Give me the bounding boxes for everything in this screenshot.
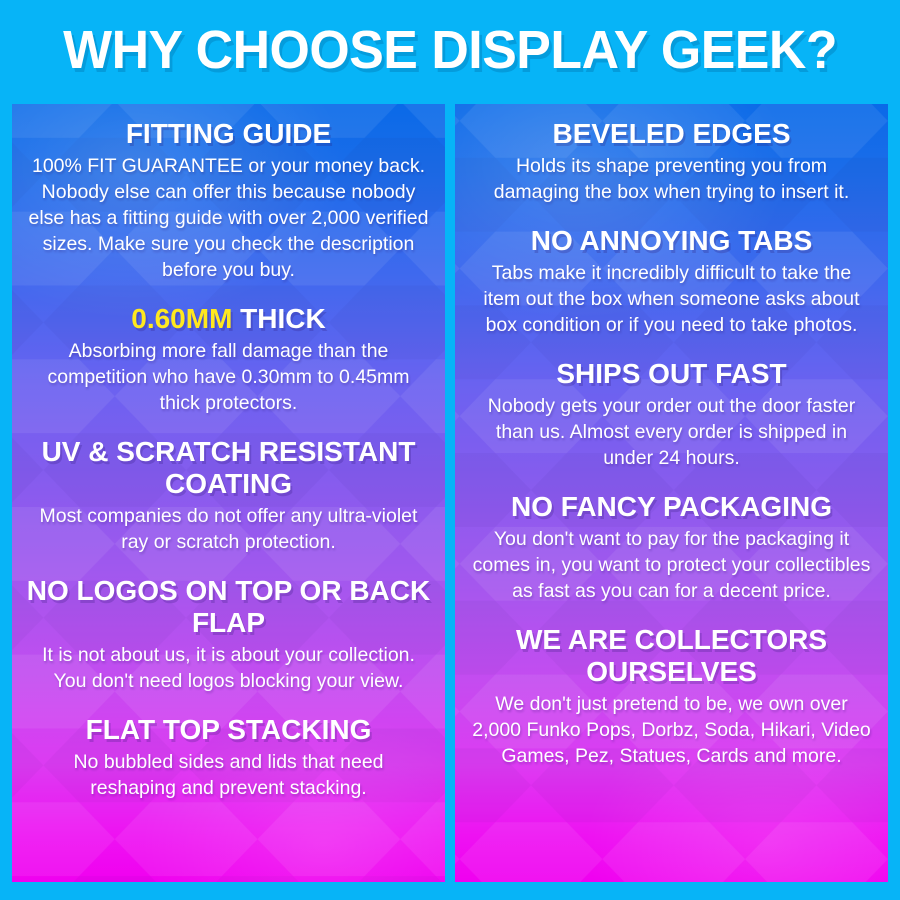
feature-fitting-guide: FITTING GUIDE 100% FIT GUARANTEE or your… [26, 118, 431, 283]
feature-body: You don't want to pay for the packaging … [472, 528, 871, 602]
feature-title: 0.60MM THICK [26, 303, 431, 335]
feature-title: NO ANNOYING TABS [530, 225, 813, 256]
feature-body: We don't just pretend to be, we own over… [472, 693, 871, 767]
feature-body: 100% FIT GUARANTEE or your money back. N… [28, 155, 429, 281]
left-feature-panel: FITTING GUIDE 100% FIT GUARANTEE or your… [12, 104, 445, 882]
feature-body: Most companies do not offer any ultra-vi… [39, 505, 418, 553]
feature-uv-scratch-coating: UV & SCRATCH RESISTANT COATING Most comp… [26, 436, 431, 555]
feature-title: UV & SCRATCH RESISTANT COATING [41, 436, 416, 499]
feature-title: NO LOGOS ON TOP OR BACK FLAP [26, 575, 431, 638]
feature-body: No bubbled sides and lids that need resh… [73, 751, 384, 799]
feature-title: BEVELED EDGES [552, 118, 791, 149]
feature-body: Holds its shape preventing you from dama… [493, 155, 850, 203]
feature-no-fancy-packaging: NO FANCY PACKAGING You don't want to pay… [469, 491, 874, 604]
feature-title: FITTING GUIDE [125, 118, 332, 149]
feature-no-annoying-tabs: NO ANNOYING TABS Tabs make it incredibly… [469, 225, 874, 338]
feature-title: FLAT TOP STACKING [85, 714, 372, 745]
feature-title: SHIPS OUT FAST [556, 358, 787, 389]
feature-body: It is not about us, it is about your col… [42, 644, 415, 692]
feature-we-are-collectors: WE ARE COLLECTORS OURSELVES We don't jus… [469, 624, 874, 769]
feature-body: Absorbing more fall damage than the comp… [47, 340, 410, 414]
feature-title: NO FANCY PACKAGING [511, 491, 832, 522]
page-title: WHY CHOOSE DISPLAY GEEK? [63, 20, 837, 80]
thickness-rest: THICK [232, 303, 326, 334]
header-banner: WHY CHOOSE DISPLAY GEEK? [0, 0, 900, 100]
feature-columns: FITTING GUIDE 100% FIT GUARANTEE or your… [12, 104, 888, 882]
right-feature-panel: BEVELED EDGES Holds its shape preventing… [455, 104, 888, 882]
feature-beveled-edges: BEVELED EDGES Holds its shape preventing… [469, 118, 874, 205]
feature-title: WE ARE COLLECTORS OURSELVES [515, 624, 828, 687]
feature-flat-top-stacking: FLAT TOP STACKING No bubbled sides and l… [26, 714, 431, 801]
thickness-highlight: 0.60MM [131, 303, 233, 334]
feature-ships-out-fast: SHIPS OUT FAST Nobody gets your order ou… [469, 358, 874, 471]
feature-body: Nobody gets your order out the door fast… [487, 395, 856, 469]
feature-body: Tabs make it incredibly difficult to tak… [483, 262, 860, 336]
feature-thickness: 0.60MM THICK Absorbing more fall damage … [26, 303, 431, 416]
feature-no-logos: NO LOGOS ON TOP OR BACK FLAP It is not a… [26, 575, 431, 694]
